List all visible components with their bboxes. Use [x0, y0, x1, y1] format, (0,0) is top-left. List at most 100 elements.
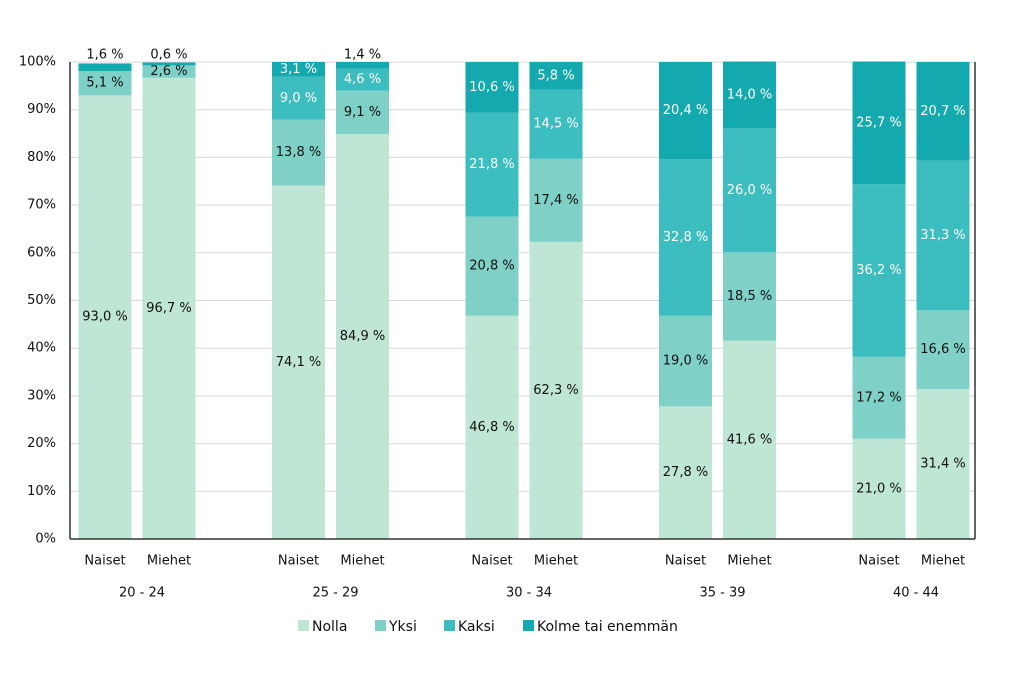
value-label: 62,3 %: [533, 383, 578, 398]
bar-segment: [272, 119, 325, 186]
bar-segment: [916, 389, 970, 539]
value-label: 3,1 %: [280, 62, 317, 77]
value-label: 0,6 %: [150, 48, 187, 63]
y-tick-label: 0%: [35, 532, 56, 547]
value-label: 4,6 %: [344, 72, 381, 87]
value-label: 74,1 %: [276, 355, 321, 370]
value-label: 41,6 %: [727, 432, 772, 447]
value-label: 26,0 %: [727, 183, 772, 198]
value-label: 1,6 %: [86, 48, 123, 63]
x-tick-label: Miehet: [340, 554, 384, 569]
bar-segment: [852, 184, 906, 357]
bar-segment: [272, 185, 325, 539]
bar-segment: [465, 216, 519, 316]
value-label: 93,0 %: [82, 310, 127, 325]
bar-segment: [336, 62, 389, 69]
bar-segment: [852, 61, 906, 185]
legend-label: Nolla: [312, 619, 347, 635]
bar-segment: [529, 241, 583, 540]
bar-segment: [659, 62, 712, 160]
value-label: 31,3 %: [920, 228, 965, 243]
bar-segment: [465, 112, 519, 217]
value-label: 46,8 %: [469, 420, 514, 435]
value-label: 5,8 %: [537, 68, 574, 83]
y-tick-label: 90%: [27, 102, 56, 117]
value-label: 21,0 %: [856, 481, 901, 496]
value-label: 17,4 %: [533, 193, 578, 208]
bar-segment: [272, 62, 325, 77]
value-label: 96,7 %: [146, 301, 191, 316]
bar-segment: [272, 76, 325, 120]
legend-swatch: [375, 620, 386, 631]
x-tick-label: Naiset: [278, 554, 319, 569]
bar-segment: [78, 95, 132, 539]
value-label: 2,6 %: [150, 64, 187, 79]
value-label: 18,5 %: [727, 289, 772, 304]
value-label: 5,1 %: [86, 76, 123, 91]
bar-segment: [78, 71, 132, 96]
y-tick-label: 10%: [27, 484, 56, 499]
x-tick-label: Naiset: [858, 554, 899, 569]
y-tick-label: 30%: [27, 388, 56, 403]
value-label: 16,6 %: [920, 342, 965, 357]
value-label: 20,8 %: [469, 259, 514, 274]
value-label: 13,8 %: [276, 145, 321, 160]
y-tick-label: 70%: [27, 198, 56, 213]
y-tick-label: 80%: [27, 150, 56, 165]
value-label: 20,7 %: [920, 104, 965, 119]
bar-segment: [529, 62, 583, 90]
group-label: 30 - 34: [506, 586, 552, 601]
group-label: 25 - 29: [312, 586, 358, 601]
group-label: 35 - 39: [699, 586, 745, 601]
y-tick-label: 40%: [27, 341, 56, 356]
bar-segment: [916, 160, 970, 311]
bar-segment: [723, 340, 776, 539]
value-label: 14,0 %: [727, 87, 772, 102]
bar-segment: [529, 158, 583, 242]
bar-segment: [723, 128, 776, 253]
bar-segment: [336, 134, 389, 540]
bar-segment: [336, 90, 389, 135]
x-tick-label: Naiset: [665, 554, 706, 569]
x-tick-label: Miehet: [147, 554, 191, 569]
bar-segment: [142, 65, 196, 78]
value-label: 32,8 %: [663, 230, 708, 245]
value-label: 9,1 %: [344, 105, 381, 120]
bar-segment: [659, 315, 712, 407]
legend-swatch: [298, 620, 309, 631]
legend-swatch: [444, 620, 455, 631]
bar-segment: [529, 89, 583, 159]
y-tick-label: 50%: [27, 293, 56, 308]
bar-segment: [723, 61, 776, 129]
value-label: 36,2 %: [856, 263, 901, 278]
value-label: 21,8 %: [469, 157, 514, 172]
bar-segment: [142, 77, 196, 539]
group-label: 20 - 24: [119, 586, 165, 601]
value-label: 27,8 %: [663, 465, 708, 480]
bar-segment: [142, 62, 196, 66]
bar-segment: [852, 356, 906, 439]
value-label: 10,6 %: [469, 80, 514, 95]
bar-segment: [336, 68, 389, 91]
x-tick-label: Miehet: [727, 554, 771, 569]
group-label: 40 - 44: [893, 586, 939, 601]
value-label: 25,7 %: [856, 115, 901, 130]
legend-swatch: [523, 620, 534, 631]
value-label: 84,9 %: [340, 329, 385, 344]
legend-label: Yksi: [388, 619, 417, 635]
bar-segment: [723, 252, 776, 341]
value-label: 19,0 %: [663, 354, 708, 369]
value-label: 20,4 %: [663, 103, 708, 118]
legend-label: Kolme tai enemmän: [537, 619, 678, 635]
bar-segment: [465, 315, 519, 539]
bar-segment: [78, 63, 132, 72]
x-tick-label: Miehet: [921, 554, 965, 569]
bar-segment: [659, 159, 712, 316]
bar-segment: [916, 310, 970, 390]
y-tick-label: 100%: [19, 55, 56, 70]
x-tick-label: Naiset: [471, 554, 512, 569]
bar-segment: [852, 438, 906, 539]
legend-label: Kaksi: [458, 619, 495, 635]
y-tick-label: 20%: [27, 436, 56, 451]
